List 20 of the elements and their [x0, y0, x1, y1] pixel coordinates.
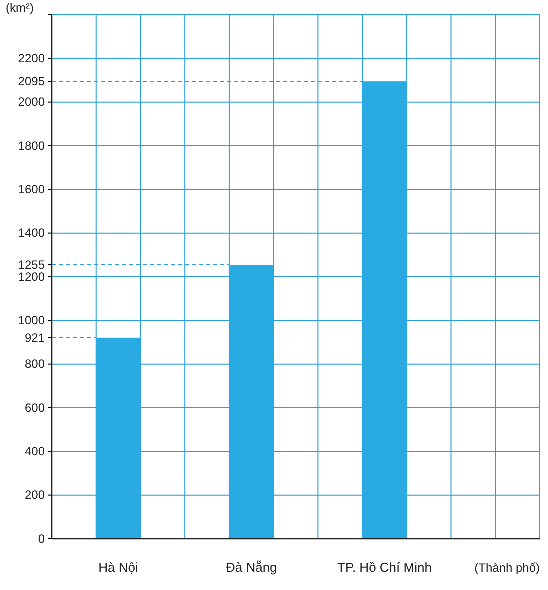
- x-tick-label: TP. Hồ Chí Minh: [338, 560, 432, 575]
- y-tick-label: 2200: [18, 52, 46, 66]
- y-tick-label: 1400: [18, 226, 46, 240]
- y-tick-label: 400: [24, 444, 46, 459]
- y-tick-label: 2095: [18, 74, 46, 88]
- y-tick-label: 2000: [18, 95, 46, 110]
- y-tick-label: 800: [24, 357, 46, 372]
- y-tick-label: 200: [24, 488, 46, 502]
- x-tick-label: Hà Nội: [98, 560, 139, 575]
- y-tick-label: 1000: [18, 314, 46, 328]
- x-axis-title: (Thành phố): [474, 561, 540, 575]
- y-tick-label: 921: [24, 330, 46, 345]
- y-tick-label: 0: [38, 532, 46, 546]
- y-tick-label: 1255: [18, 258, 46, 272]
- y-tick-label: 1800: [18, 138, 46, 153]
- y-tick-label: 1200: [18, 270, 46, 284]
- y-tick-label: 600: [24, 400, 46, 415]
- y-tick-label: 1600: [18, 182, 46, 197]
- y-axis-title: (km²): [6, 1, 34, 15]
- x-tick-label: Đà Nẵng: [226, 560, 278, 575]
